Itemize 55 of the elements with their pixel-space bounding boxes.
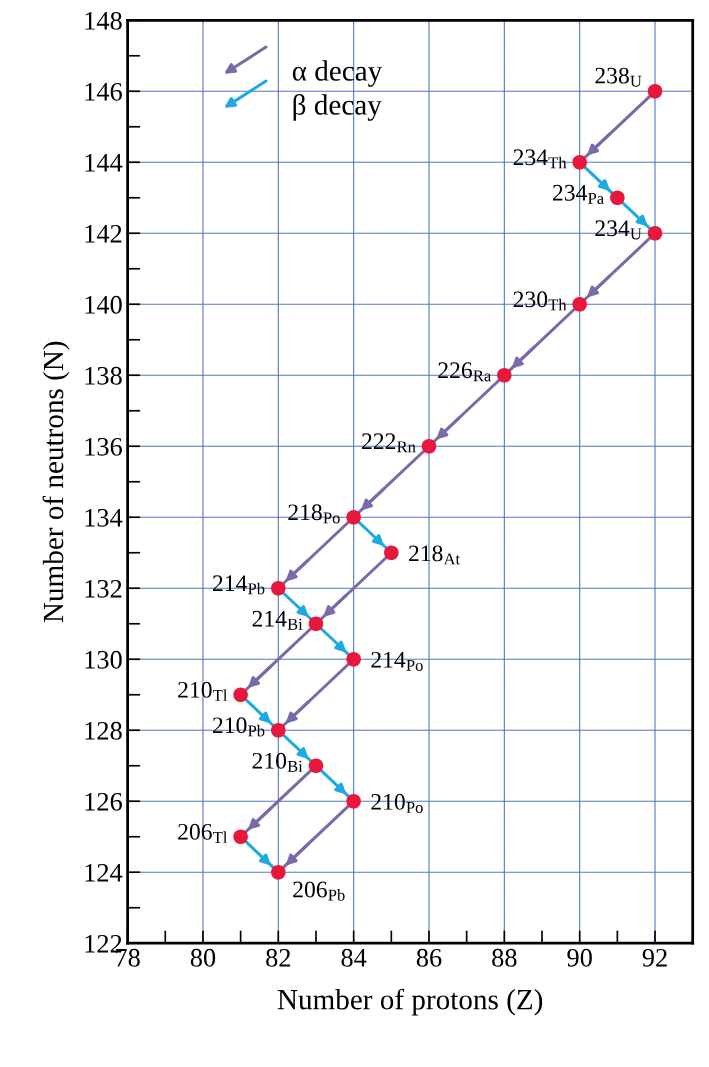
x-tick-label: 86 bbox=[416, 948, 442, 967]
annotation: 218$_{Po}$ bbox=[288, 504, 340, 524]
point bbox=[233, 687, 248, 703]
annotation: 234$_{Th}$ bbox=[513, 149, 567, 169]
y-tick-label: 126 bbox=[85, 792, 122, 811]
annotation: 206$_{Pb}$ bbox=[293, 881, 345, 901]
annotation: 234$_{U}$ bbox=[595, 220, 642, 240]
point bbox=[647, 83, 663, 99]
y-tick-label: 136 bbox=[85, 437, 122, 456]
y-axis-title: Number of neutrons (N) bbox=[42, 341, 70, 623]
point bbox=[308, 758, 324, 774]
point bbox=[233, 829, 248, 845]
y-tick-label: 146 bbox=[85, 82, 122, 101]
point bbox=[572, 296, 587, 312]
point bbox=[346, 509, 361, 525]
point bbox=[271, 722, 286, 738]
y-tick-label: 130 bbox=[85, 650, 122, 669]
annotation: 206$_{Tl}$ bbox=[178, 823, 228, 843]
annotation: 230$_{Th}$ bbox=[513, 291, 567, 311]
x-tick-label: 90 bbox=[567, 948, 592, 967]
point bbox=[572, 154, 587, 170]
y-tick-label: 124 bbox=[85, 863, 123, 882]
point bbox=[346, 651, 361, 667]
point bbox=[647, 225, 663, 241]
annotation: 238$_{U}$ bbox=[595, 67, 642, 87]
y-tick-label: 144 bbox=[85, 154, 123, 172]
point bbox=[421, 438, 437, 454]
x-axis-title: Number of protons (Z) bbox=[277, 988, 543, 1016]
y-tick-label: 134 bbox=[85, 508, 123, 527]
x-tick-label: 82 bbox=[266, 948, 291, 967]
annotation: 226$_{Ra}$ bbox=[438, 362, 492, 382]
y-tick-label: 128 bbox=[85, 721, 122, 740]
y-tick-label: 140 bbox=[85, 295, 122, 314]
annotation: 210$_{Pb}$ bbox=[213, 717, 265, 737]
point bbox=[346, 793, 361, 809]
point bbox=[271, 580, 286, 596]
x-tick-label: 84 bbox=[341, 948, 367, 967]
annotation: 222$_{Rn}$ bbox=[362, 433, 416, 453]
point bbox=[610, 190, 625, 206]
point bbox=[308, 616, 324, 632]
annotation: 214$_{Pb}$ bbox=[213, 575, 265, 595]
annotation: 218$_{At}$ bbox=[409, 545, 461, 565]
x-tick-label: 88 bbox=[492, 948, 517, 967]
x-tick-label: 92 bbox=[642, 948, 667, 967]
point bbox=[384, 545, 399, 561]
point bbox=[271, 864, 286, 880]
y-tick-label: 132 bbox=[85, 579, 122, 598]
annotation: 210$_{Po}$ bbox=[371, 793, 423, 813]
y-tick-label: 138 bbox=[85, 366, 122, 385]
annotation: 214$_{Po}$ bbox=[371, 651, 423, 671]
point bbox=[497, 367, 512, 383]
y-tick-label: 148 bbox=[85, 11, 122, 30]
annotation: 210$_{Tl}$ bbox=[178, 681, 228, 701]
x-tick-label: 80 bbox=[190, 948, 216, 967]
y-tick-label: 142 bbox=[85, 224, 122, 243]
